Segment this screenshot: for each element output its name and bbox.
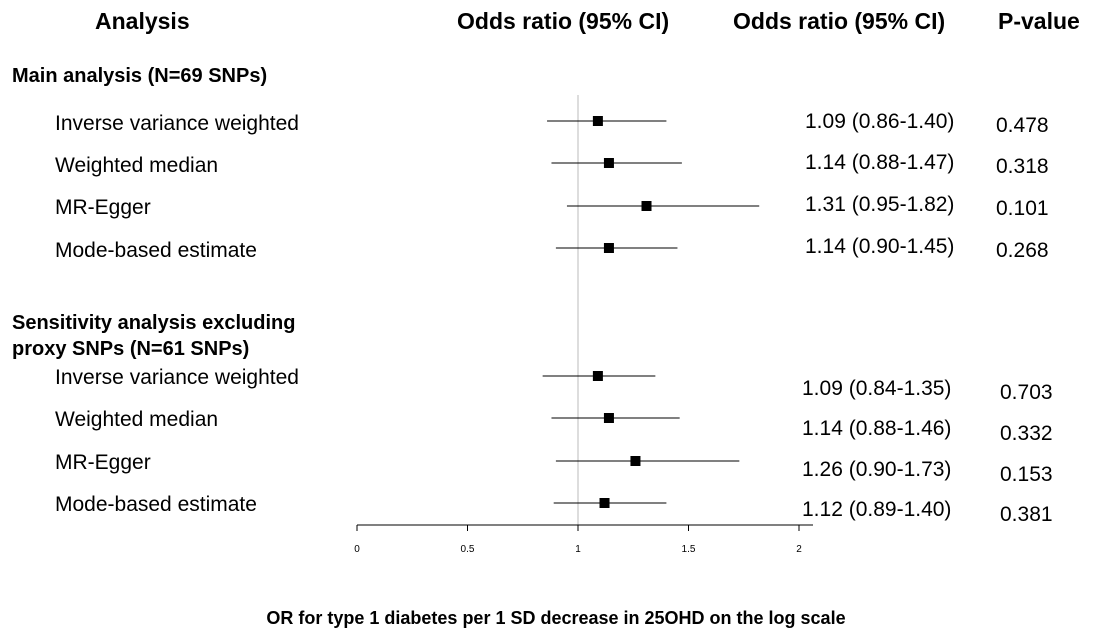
x-tick-label: 1 [575, 544, 581, 555]
ci-text: 1.26 (0.90-1.73) [802, 458, 952, 481]
point-estimate-marker [630, 456, 641, 466]
point-estimate-marker [592, 371, 603, 381]
odds-ratio-plot-header: Odds ratio (95% CI) [457, 8, 670, 34]
x-tick-label: 0 [354, 544, 360, 555]
section-title-sensitivity-line2: proxy SNPs (N=61 SNPs) [12, 338, 250, 360]
row-label: MR-Egger [55, 196, 151, 219]
section-title-main: Main analysis (N=69 SNPs) [12, 65, 268, 87]
ci-text: 1.09 (0.84-1.35) [802, 377, 952, 400]
point-estimate-marker [603, 158, 614, 168]
ci-text: 1.14 (0.88-1.47) [805, 151, 955, 174]
p-value: 0.332 [1000, 422, 1053, 445]
ci-text: 1.31 (0.95-1.82) [805, 193, 955, 216]
point-estimate-marker [599, 498, 610, 508]
p-value-header: P-value [998, 8, 1080, 34]
x-tick-label: 2 [796, 544, 802, 555]
ci-text: 1.09 (0.86-1.40) [805, 110, 955, 133]
row-label: Weighted median [55, 154, 219, 177]
ci-text: 1.12 (0.89-1.40) [802, 498, 952, 521]
row-label: Weighted median [55, 408, 219, 431]
row-label: Mode-based estimate [55, 493, 257, 516]
p-value: 0.101 [996, 197, 1049, 220]
point-estimate-marker [592, 116, 603, 126]
row-label: MR-Egger [55, 451, 151, 474]
row-label: Mode-based estimate [55, 239, 257, 262]
p-value: 0.381 [1000, 503, 1053, 526]
row-label: Inverse variance weighted [55, 366, 299, 389]
ci-text: 1.14 (0.90-1.45) [805, 235, 955, 258]
section-title-sensitivity: Sensitivity analysis excluding [12, 312, 296, 334]
x-tick-label: 0.5 [461, 544, 475, 555]
x-axis-title: OR for type 1 diabetes per 1 SD decrease… [266, 608, 846, 628]
p-value: 0.153 [1000, 463, 1053, 486]
p-value: 0.478 [996, 114, 1049, 137]
odds-ratio-text-header: Odds ratio (95% CI) [733, 8, 946, 34]
p-value: 0.318 [996, 155, 1049, 178]
p-value: 0.703 [1000, 381, 1053, 404]
analysis-header: Analysis [95, 8, 190, 34]
ci-text: 1.14 (0.88-1.46) [802, 417, 952, 440]
point-estimate-marker [603, 413, 614, 423]
row-label: Inverse variance weighted [55, 112, 299, 135]
point-estimate-marker [603, 243, 614, 253]
x-tick-label: 1.5 [682, 544, 696, 555]
p-value: 0.268 [996, 239, 1049, 262]
point-estimate-marker [641, 201, 652, 211]
